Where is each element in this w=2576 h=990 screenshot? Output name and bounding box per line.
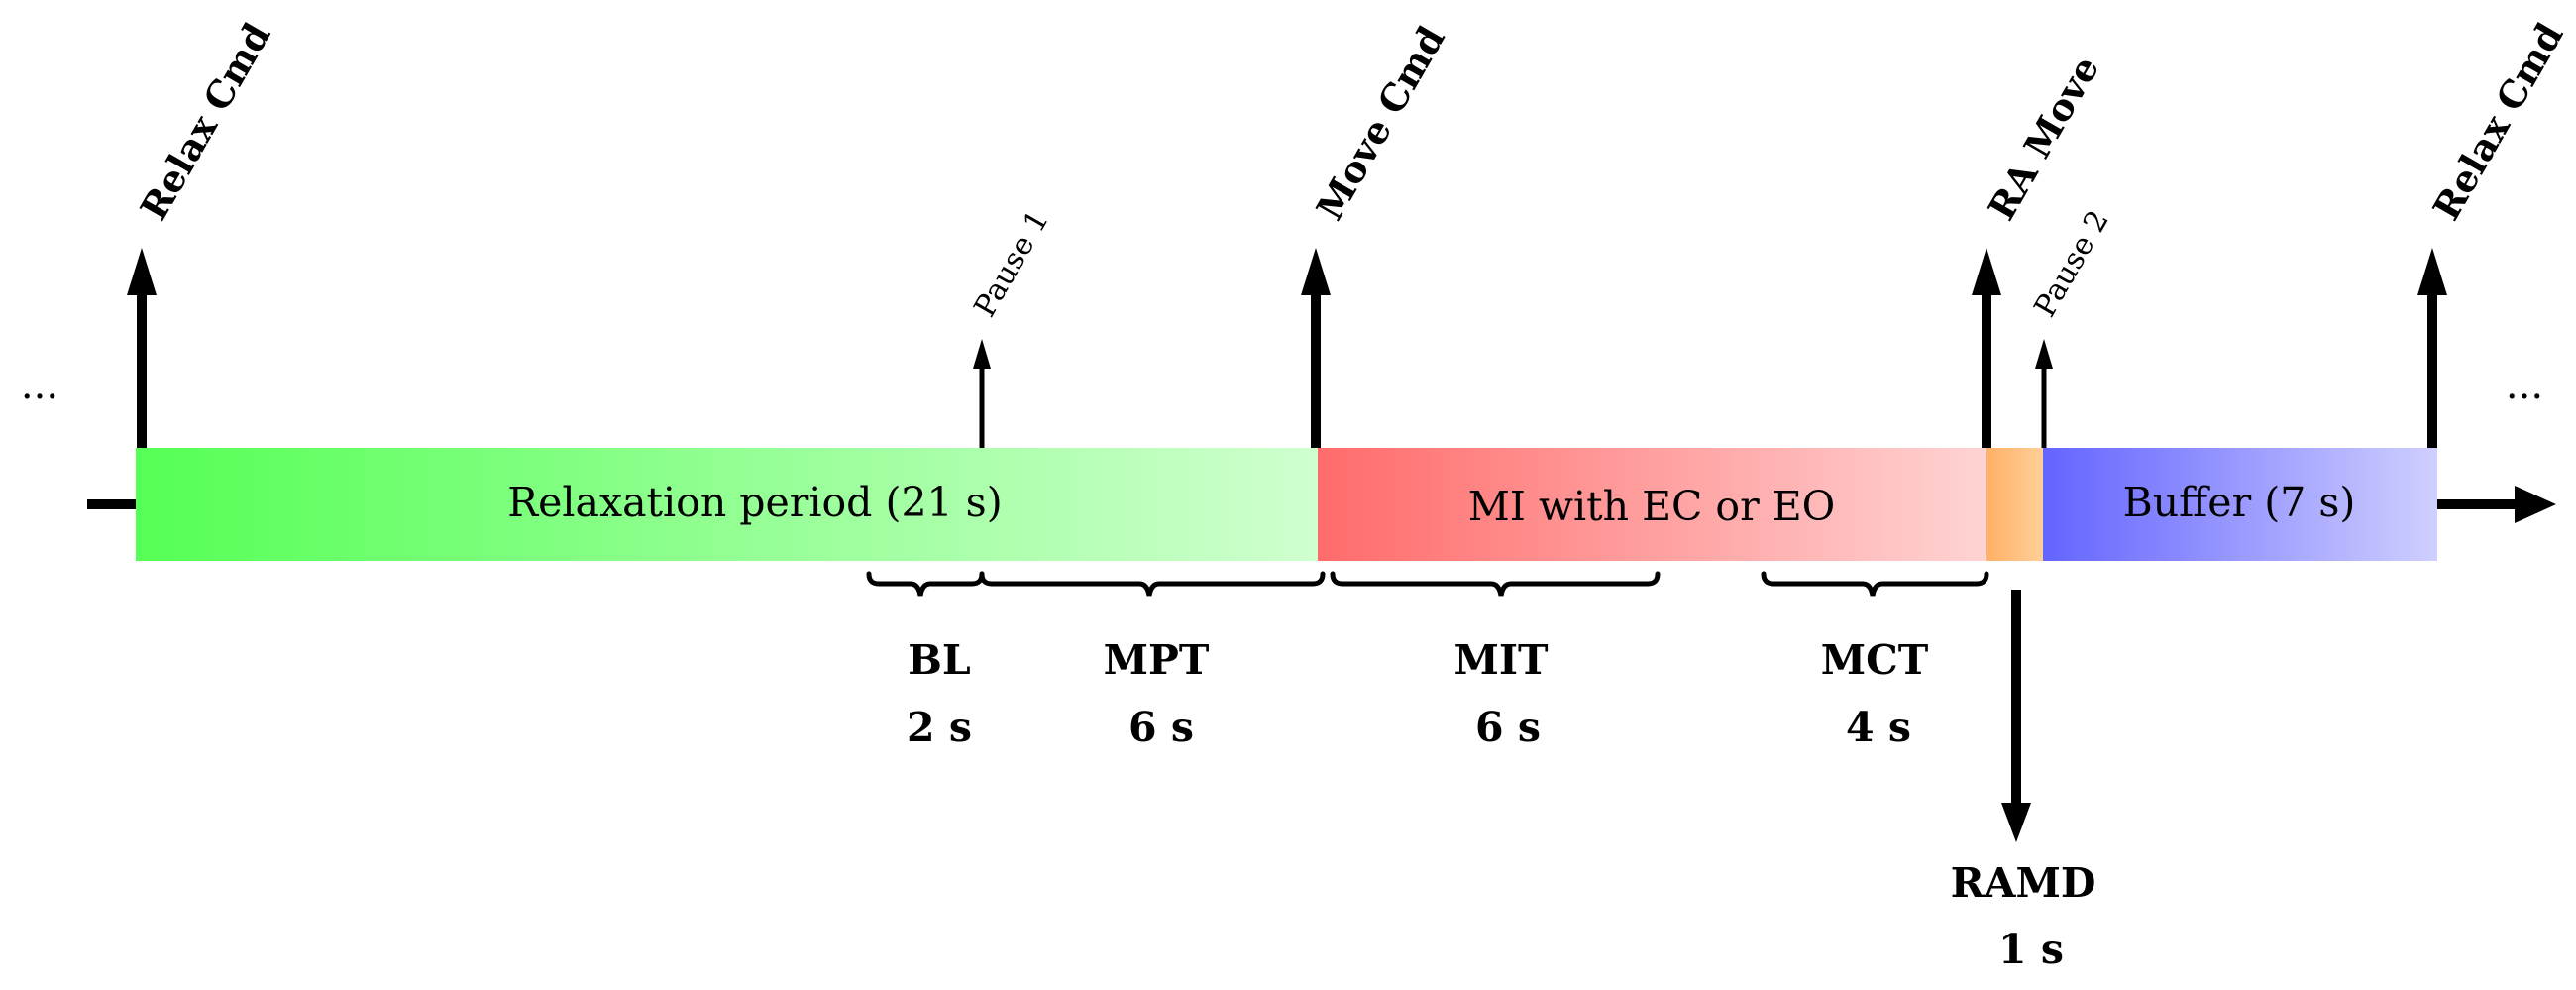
relax-cmd-2-arrow [2417,248,2447,448]
mpt-brace [979,571,1326,597]
mit-name: MIT [1453,636,1549,684]
bl-name: BL [908,636,970,684]
relax-cmd-1-label: Relax Cmd [132,15,279,227]
ramd-arrow [2001,590,2031,842]
move-cmd-arrow [1301,248,1331,448]
ellipsis-left: ... [21,363,58,408]
pause-1-label: Pause 1 [968,204,1056,323]
timeline-arrowhead [2515,486,2556,523]
pause-2-label: Pause 2 [2028,204,2116,323]
bl-duration: 2 s [907,704,972,751]
relax-cmd-2-label: Relax Cmd [2424,15,2572,227]
bl-brace [866,571,985,597]
mct-name: MCT [1821,636,1929,684]
relaxation-segment [136,448,1318,561]
buffer-label: Buffer (7 s) [2123,479,2356,526]
ellipsis-right: ... [2506,363,2543,408]
mit-brace [1330,571,1661,597]
mpt-name: MPT [1104,636,1210,684]
ra-move-arrow [1972,248,2001,448]
mct-brace [1761,571,1989,597]
mct-duration: 4 s [1846,704,1911,751]
move-cmd-label: Move Cmd [1308,19,1453,228]
ramd-duration: 1 s [1998,926,2064,973]
relaxation-label: Relaxation period (21 s) [507,479,1002,526]
ramd-segment [1986,448,2043,561]
ra-move-label: RA Move [1980,49,2108,227]
ramd-name: RAMD [1951,859,2096,907]
pause-1-arrow [973,339,991,448]
mi-label: MI with EC or EO [1468,483,1836,530]
mpt-duration: 6 s [1128,704,1194,751]
relax-cmd-1-arrow [127,248,157,448]
buffer-segment [2043,448,2437,561]
pause-2-arrow [2035,339,2053,448]
mit-duration: 6 s [1475,704,1541,751]
mi-segment [1318,448,1986,561]
